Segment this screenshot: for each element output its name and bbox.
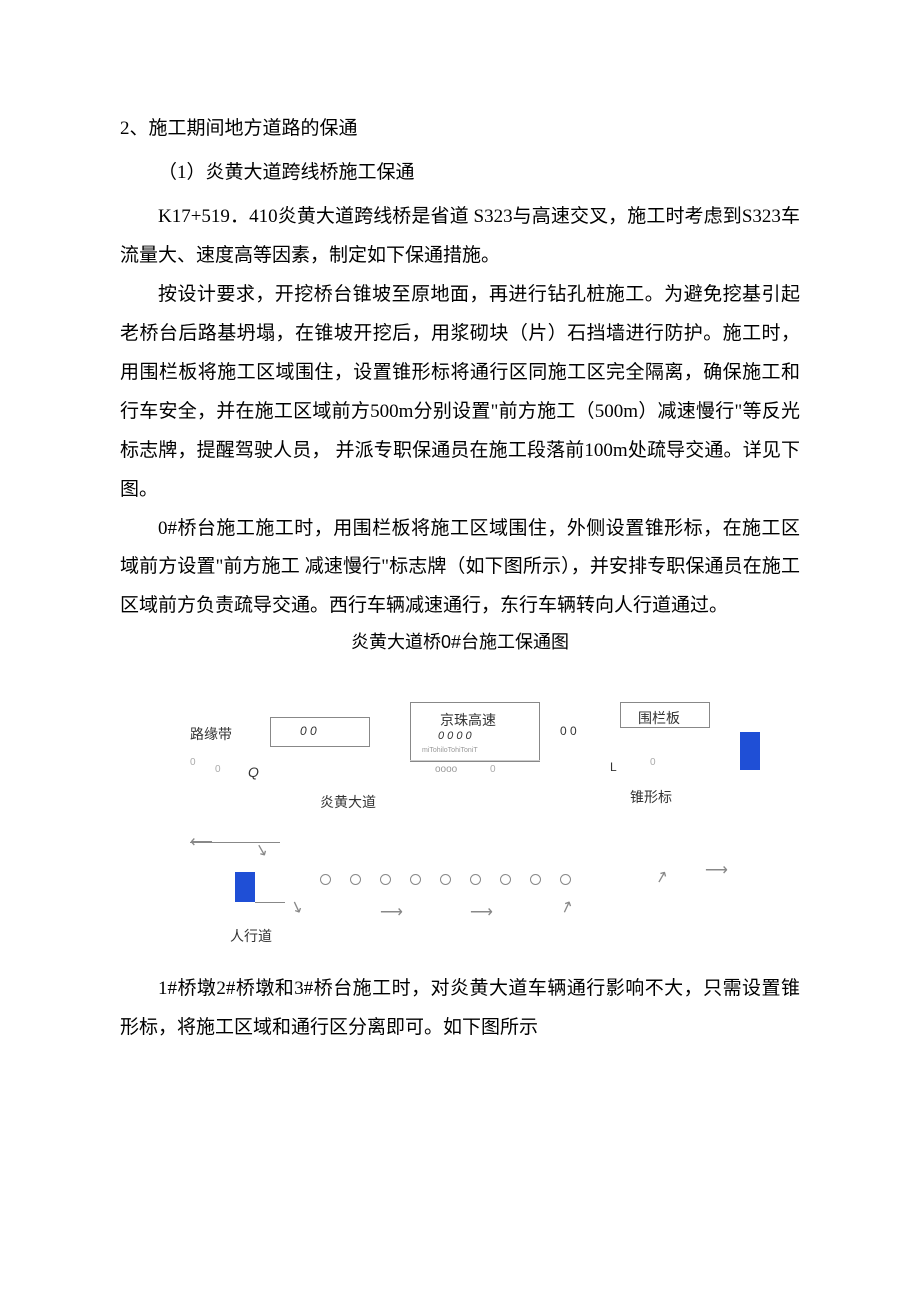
blue-block-right bbox=[740, 732, 760, 770]
cone-marker bbox=[470, 874, 481, 885]
label-z4: 0 bbox=[650, 757, 656, 768]
paragraph-1: K17+519．410炎黄大道跨线桥是省道 S323与高速交叉，施工时考虑到S3… bbox=[120, 198, 800, 276]
paragraph-4: 1#桥墩2#桥墩和3#桥台施工时，对炎黄大道车辆通行影响不大，只需设置锥形标，将… bbox=[120, 970, 800, 1048]
paragraph-2: 按设计要求，开挖桥台锥坡至原地面，再进行钻孔桩施工。为避免挖基引起老桥台后路基坍… bbox=[120, 276, 800, 510]
cone-marker bbox=[410, 874, 421, 885]
label-z2: 0 bbox=[215, 764, 221, 775]
label-dots: oooo bbox=[435, 764, 457, 775]
arrow-b2: ⟶ bbox=[380, 902, 403, 922]
cone-marker bbox=[380, 874, 391, 885]
label-road: 炎黄大道 bbox=[320, 792, 376, 812]
heading-section-2: 2、施工期间地方道路的保通 bbox=[120, 110, 800, 148]
label-oo1: 0 0 bbox=[300, 724, 317, 738]
cone-marker bbox=[350, 874, 361, 885]
label-fence: 围栏板 bbox=[638, 708, 680, 728]
label-q: Q bbox=[248, 764, 259, 780]
line-bottom bbox=[255, 902, 285, 903]
label-sub: miTohiloTohiToniT bbox=[422, 747, 478, 754]
cone-marker bbox=[560, 874, 571, 885]
arrow-e2: ⟶ bbox=[705, 860, 728, 880]
blue-block-left bbox=[235, 872, 255, 902]
label-z1: 0 bbox=[190, 757, 196, 768]
cone-marker bbox=[320, 874, 331, 885]
arrow-b4: ↗ bbox=[557, 896, 576, 919]
label-z3: 0 bbox=[490, 764, 496, 775]
label-sidewalk: 人行道 bbox=[230, 926, 272, 946]
arrow-e1: ↗ bbox=[653, 866, 671, 889]
diagram-title: 炎黄大道桥0#台施工保通图 bbox=[120, 628, 800, 654]
label-L: L bbox=[610, 760, 617, 774]
label-curb: 路缘带 bbox=[190, 724, 232, 744]
arrow-b1: ↘ bbox=[287, 896, 306, 919]
construction-diagram: 路缘带 京珠高速 围栏板 炎黄大道 锥形标 人行道 0 0 0 0 0 0 mi… bbox=[160, 702, 800, 952]
box-left bbox=[270, 717, 370, 747]
label-oooo: 0 0 0 0 bbox=[438, 730, 472, 742]
label-cone: 锥形标 bbox=[630, 787, 672, 807]
arrow-b3: ⟶ bbox=[470, 902, 493, 922]
heading-subsection-1: （1）炎黄大道跨线桥施工保通 bbox=[120, 154, 800, 192]
cone-marker bbox=[530, 874, 541, 885]
cone-marker bbox=[500, 874, 511, 885]
label-oo2: 0 0 bbox=[560, 724, 577, 738]
label-highway: 京珠高速 bbox=[440, 710, 496, 730]
cone-marker bbox=[440, 874, 451, 885]
paragraph-3: 0#桥台施工施工时，用围栏板将施工区域围住，外侧设置锥形标，在施工区域前方设置"… bbox=[120, 510, 800, 627]
arrow-w1: ⟵ bbox=[190, 832, 213, 852]
line-top bbox=[410, 760, 540, 761]
